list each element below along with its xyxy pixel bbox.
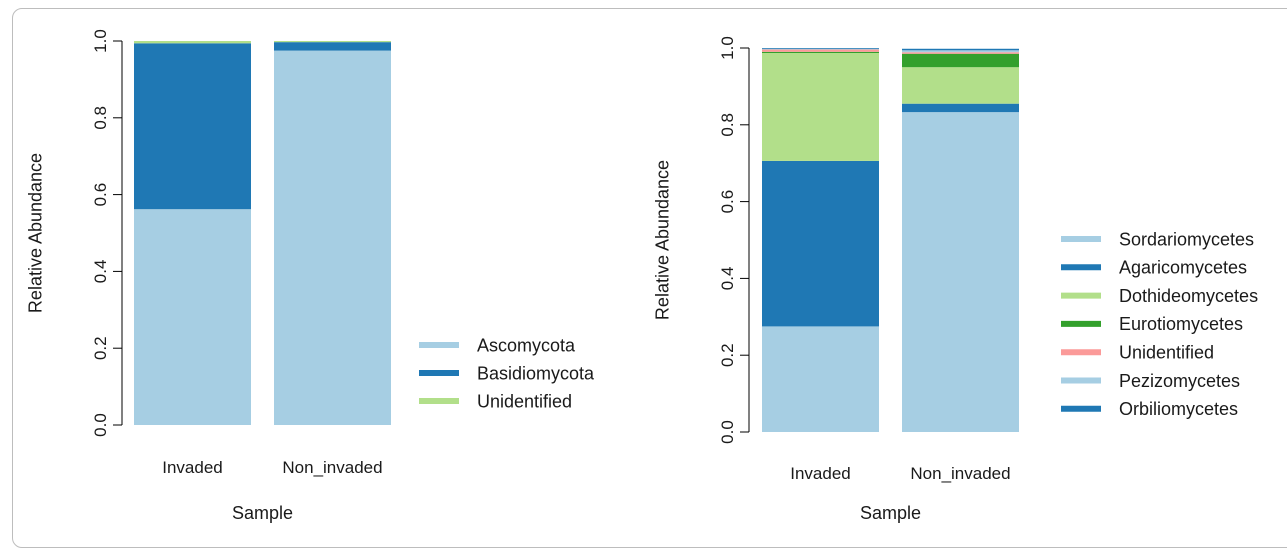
bar-segment-unidentified-non_invaded xyxy=(902,52,1019,54)
bar-segment-sordariomycetes-non_invaded xyxy=(902,112,1019,433)
y-tick-label: 1.0 xyxy=(91,29,110,53)
bar-segment-dothideomycetes-non_invaded xyxy=(902,67,1019,104)
x-axis-title: Sample xyxy=(860,503,921,523)
legend-label: Pezizomycetes xyxy=(1119,371,1240,391)
y-tick-label: 0.6 xyxy=(91,183,110,207)
y-tick-label: 0.8 xyxy=(91,106,110,130)
x-tick-label: Invaded xyxy=(162,458,223,477)
legend-label: Unidentified xyxy=(1119,343,1214,363)
bar-segment-basidiomycota-invaded xyxy=(134,43,251,210)
bar-segment-sordariomycetes-invaded xyxy=(762,326,879,432)
legend-label: Unidentified xyxy=(477,391,572,411)
y-tick-label: 0.2 xyxy=(718,343,737,367)
x-tick-label: Non_invaded xyxy=(282,458,382,477)
chart-2: 0.0 0.2 0.4 0.6 0.8 1.0 Invaded Non_invaded Samp… xyxy=(652,36,1258,523)
bar-segment-unidentified-non_invaded xyxy=(274,41,391,43)
legend-label: Agaricomycetes xyxy=(1119,258,1247,278)
bar-segment-eurotiomycetes-invaded xyxy=(762,51,879,53)
x-tick-label: Invaded xyxy=(790,464,851,483)
legend-label: Orbiliomycetes xyxy=(1119,399,1238,419)
bar-segment-ascomycota-invaded xyxy=(134,209,251,425)
bar-segment-dothideomycetes-invaded xyxy=(762,52,879,161)
bar-segment-unidentified-invaded xyxy=(762,49,879,52)
y-tick-label: 0.4 xyxy=(718,267,737,291)
y-tick-label: 0.2 xyxy=(91,336,110,360)
y-tick-label: 0.6 xyxy=(718,190,737,214)
legend-label: Basidiomycota xyxy=(477,363,595,383)
bar-segment-orbiliomycetes-invaded xyxy=(762,48,879,49)
figure-canvas: 0.0 0.2 0.4 0.6 0.8 1.0 Invaded Non_invaded Samp… xyxy=(25,29,1258,523)
legend-label: Dothideomycetes xyxy=(1119,286,1258,306)
y-axis-title: Relative Abundance xyxy=(25,153,45,313)
bar-segment-orbiliomycetes-non_invaded xyxy=(902,48,1019,51)
bar-segment-ascomycota-non_invaded xyxy=(274,50,391,425)
bar-segment-agaricomycetes-non_invaded xyxy=(902,103,1019,113)
bar-segment-pezizomycetes-non_invaded xyxy=(902,50,1019,53)
y-tick-label: 0.4 xyxy=(91,260,110,284)
legend-label: Eurotiomycetes xyxy=(1119,314,1243,334)
legend: Ascomycota Basidiomycota Unidentified xyxy=(419,335,595,411)
chart-1: 0.0 0.2 0.4 0.6 0.8 1.0 Invaded Non_invaded Samp… xyxy=(25,29,595,523)
y-tick-label: 0.0 xyxy=(91,413,110,437)
x-axis-title: Sample xyxy=(232,503,293,523)
bar-segment-eurotiomycetes-non_invaded xyxy=(902,53,1019,68)
legend-label: Ascomycota xyxy=(477,335,576,355)
y-tick-label: 0.8 xyxy=(718,113,737,137)
legend: Sordariomycetes Agaricomycetes Dothideomyc… xyxy=(1061,229,1258,419)
bar-segment-pezizomycetes-invaded xyxy=(762,48,879,50)
x-tick-label: Non_invaded xyxy=(910,464,1010,483)
legend-label: Sordariomycetes xyxy=(1119,229,1254,249)
y-tick-label: 0.0 xyxy=(718,420,737,444)
y-tick-label: 1.0 xyxy=(718,36,737,60)
bar-segment-basidiomycota-non_invaded xyxy=(274,42,391,51)
y-axis-title: Relative Abundance xyxy=(652,160,672,320)
bar-segment-unidentified-invaded xyxy=(134,41,251,44)
bar-segment-agaricomycetes-invaded xyxy=(762,160,879,327)
